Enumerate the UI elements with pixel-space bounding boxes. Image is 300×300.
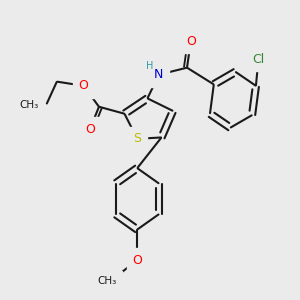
- Text: O: O: [132, 254, 142, 267]
- Text: O: O: [79, 79, 88, 92]
- Text: S: S: [133, 132, 141, 145]
- Text: O: O: [85, 123, 95, 136]
- Text: CH₃: CH₃: [97, 276, 116, 286]
- Text: N: N: [154, 68, 164, 81]
- Text: CH₃: CH₃: [19, 100, 38, 110]
- Text: O: O: [186, 35, 196, 48]
- Text: Cl: Cl: [252, 53, 265, 66]
- Text: H: H: [146, 61, 153, 71]
